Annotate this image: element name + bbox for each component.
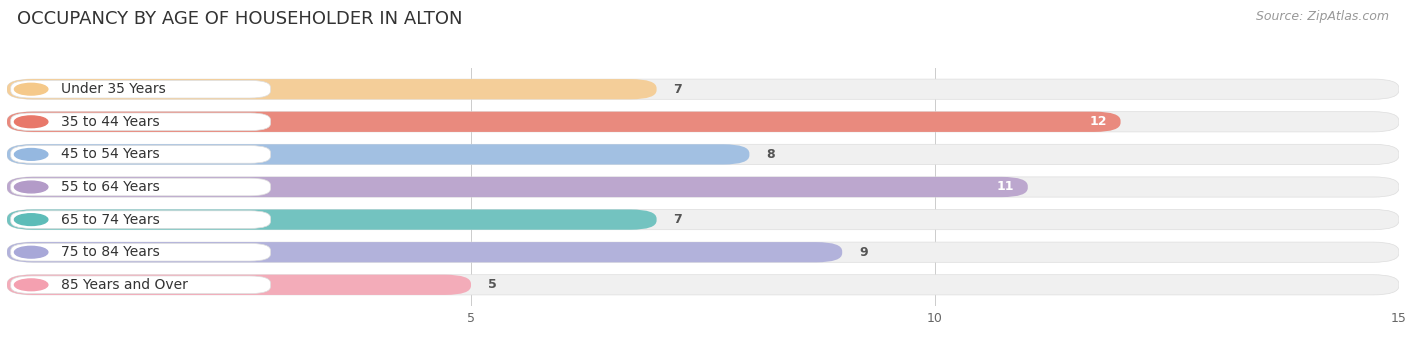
FancyBboxPatch shape: [11, 243, 270, 261]
FancyBboxPatch shape: [7, 177, 1399, 197]
Text: 11: 11: [997, 181, 1014, 193]
Circle shape: [14, 149, 48, 160]
FancyBboxPatch shape: [7, 275, 471, 295]
FancyBboxPatch shape: [7, 144, 749, 165]
FancyBboxPatch shape: [7, 177, 1028, 197]
Circle shape: [14, 116, 48, 128]
FancyBboxPatch shape: [11, 276, 270, 294]
FancyBboxPatch shape: [11, 146, 270, 163]
Text: 5: 5: [488, 278, 496, 291]
FancyBboxPatch shape: [7, 112, 1399, 132]
Circle shape: [14, 279, 48, 291]
Text: 7: 7: [673, 83, 682, 96]
Text: 75 to 84 Years: 75 to 84 Years: [60, 245, 160, 259]
FancyBboxPatch shape: [7, 242, 1399, 262]
Circle shape: [14, 214, 48, 225]
FancyBboxPatch shape: [7, 79, 1399, 99]
FancyBboxPatch shape: [11, 178, 270, 196]
Text: 35 to 44 Years: 35 to 44 Years: [60, 115, 159, 129]
Text: 12: 12: [1090, 115, 1107, 128]
Text: 9: 9: [859, 246, 868, 259]
Text: Source: ZipAtlas.com: Source: ZipAtlas.com: [1256, 10, 1389, 23]
FancyBboxPatch shape: [7, 79, 657, 99]
Circle shape: [14, 181, 48, 193]
FancyBboxPatch shape: [7, 144, 1399, 165]
Text: 45 to 54 Years: 45 to 54 Years: [60, 148, 159, 162]
Circle shape: [14, 83, 48, 95]
Text: OCCUPANCY BY AGE OF HOUSEHOLDER IN ALTON: OCCUPANCY BY AGE OF HOUSEHOLDER IN ALTON: [17, 10, 463, 28]
FancyBboxPatch shape: [7, 209, 657, 230]
Text: 65 to 74 Years: 65 to 74 Years: [60, 212, 160, 226]
Text: 7: 7: [673, 213, 682, 226]
FancyBboxPatch shape: [11, 211, 270, 228]
FancyBboxPatch shape: [7, 275, 1399, 295]
FancyBboxPatch shape: [7, 242, 842, 262]
Text: 8: 8: [766, 148, 775, 161]
FancyBboxPatch shape: [7, 112, 1121, 132]
FancyBboxPatch shape: [11, 80, 270, 98]
FancyBboxPatch shape: [7, 209, 1399, 230]
Text: Under 35 Years: Under 35 Years: [60, 82, 166, 96]
FancyBboxPatch shape: [11, 113, 270, 131]
Circle shape: [14, 246, 48, 258]
Text: 85 Years and Over: 85 Years and Over: [60, 278, 188, 292]
Text: 55 to 64 Years: 55 to 64 Years: [60, 180, 160, 194]
